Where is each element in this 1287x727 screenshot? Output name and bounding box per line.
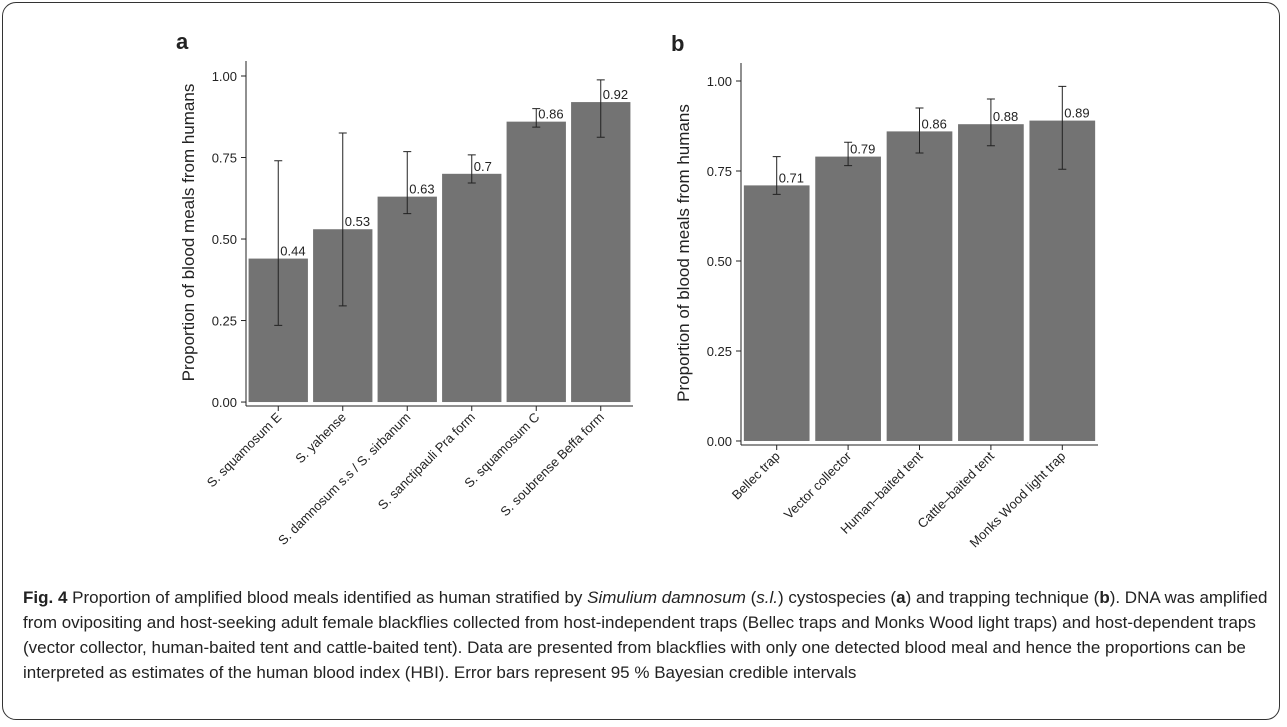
value-label: 0.71 [779,170,804,185]
y-tick-label: 0.25 [707,344,732,359]
bar [886,131,953,441]
caption-part: ). DNA was amplified from ovipositing an… [23,588,1268,682]
y-tick-label: 0.00 [707,434,732,449]
value-label: 0.86 [538,107,563,122]
error-bar [915,107,924,154]
y-tick-label: 0.00 [212,395,237,410]
y-tick-label: 0.25 [212,314,237,329]
y-tick-label: 1.00 [707,74,732,89]
caption-part: a [896,588,906,607]
error-bar [844,141,853,167]
bar [815,156,881,441]
caption-part: ) cystospecies ( [778,588,897,607]
x-tick-label: Vector collector [781,448,855,522]
value-label: 0.44 [280,244,305,259]
x-tick-label: S. damnosum s.s / S. sirbanum [275,410,413,548]
bar [958,124,1024,441]
caption-part: b [1099,588,1110,607]
y-tick-label: 0.50 [212,232,237,247]
y-tick-label: 0.75 [212,151,237,166]
caption-part: s.l. [756,588,778,607]
y-tick-label: 1.00 [212,69,237,84]
y-tick-label: 0.75 [707,164,732,179]
bar [571,102,631,403]
x-tick-label: Cattle–baited tent [914,448,997,531]
caption: Fig. 4 Proportion of amplified blood mea… [23,585,1273,685]
error-bar [274,160,283,326]
x-tick-label: S. soubrense Beffa form [497,410,607,520]
error-bar [338,132,347,307]
value-label: 0.88 [993,109,1018,124]
y-tick-label: 0.50 [707,254,732,269]
bar [377,196,437,403]
bar [442,173,502,403]
error-bar [986,98,995,147]
bar [1029,120,1096,441]
caption-part: Fig. 4 [23,588,68,607]
y-axis-label: Proportion of blood meals from humans [674,104,693,402]
x-tick-label: S. squamosum E [204,409,285,490]
value-label: 0.53 [345,214,370,229]
error-bar [467,154,476,184]
error-bar [1058,85,1067,170]
value-label: 0.63 [409,182,434,197]
value-label: 0.92 [603,87,628,102]
caption-part: Proportion of amplified blood meals iden… [67,588,588,607]
value-label: 0.7 [474,159,492,174]
error-bar [532,108,541,128]
value-label: 0.86 [922,116,947,131]
value-label: 0.89 [1064,106,1089,121]
value-label: 0.79 [850,142,875,157]
error-bar [596,79,605,138]
caption-part: ( [745,588,757,607]
panel-label: a [176,29,189,54]
bar [743,185,810,441]
panel-label: b [671,31,684,56]
x-tick-label: Bellec trap [729,449,783,503]
caption-part: Simulium damnosum [587,588,746,607]
bar [506,121,566,403]
y-axis-label: Proportion of blood meals from humans [179,84,198,382]
caption-part: ) and trapping technique ( [905,588,1100,607]
error-bar [403,151,412,215]
chart: a Proportion of blood meals from humans 0.… [176,29,1098,550]
x-tick-label: S. yahense [292,410,349,467]
error-bar [772,156,781,195]
